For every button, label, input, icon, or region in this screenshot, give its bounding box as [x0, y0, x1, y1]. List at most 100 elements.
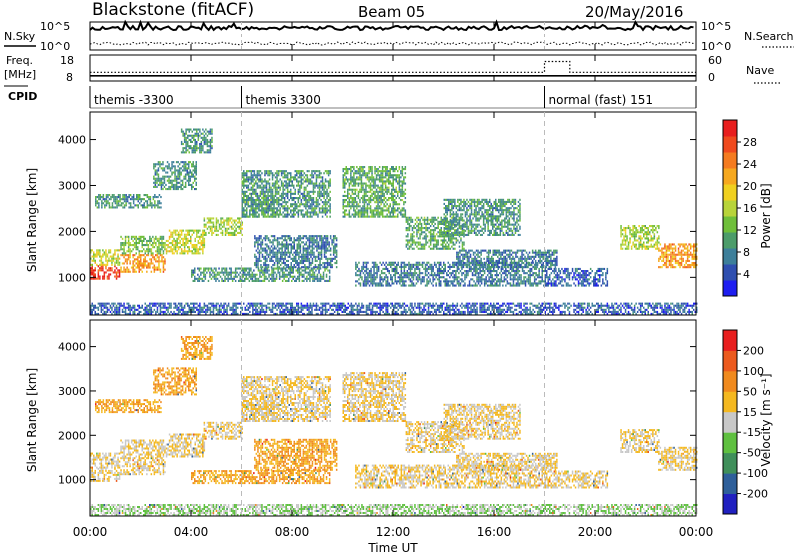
power-cell: [206, 145, 209, 148]
power-cell: [188, 171, 190, 174]
power-cell: [127, 239, 130, 242]
power-cell: [99, 251, 101, 254]
power-cell: [388, 188, 390, 191]
power-cell: [282, 192, 284, 195]
power-cell: [360, 186, 363, 189]
power-cell: [304, 253, 306, 256]
power-cell: [209, 138, 212, 141]
power-cell: [258, 239, 261, 242]
power-cell: [233, 271, 235, 274]
power-cell: [241, 221, 243, 224]
power-cell: [209, 275, 211, 278]
power-cell: [256, 172, 259, 175]
power-cell: [264, 170, 266, 173]
power-cell: [298, 264, 300, 267]
power-cell: [356, 194, 358, 197]
power-cell: [326, 170, 328, 173]
power-cell: [269, 273, 272, 276]
power-cell: [448, 205, 450, 208]
power-cell: [187, 140, 189, 143]
power-cell: [329, 197, 331, 200]
power-cell: [243, 176, 245, 179]
power-cell: [302, 235, 305, 238]
power-cell: [261, 241, 264, 244]
power-cell: [249, 205, 251, 208]
power-cell: [362, 166, 364, 169]
power-cell: [91, 273, 93, 276]
power-cell: [293, 266, 295, 269]
power-cell: [102, 275, 104, 278]
power-cell: [295, 251, 297, 254]
power-cell: [383, 180, 385, 183]
power-cell: [371, 209, 373, 212]
power-cell: [122, 198, 124, 201]
power-cell: [277, 271, 279, 274]
power-cell: [116, 196, 118, 199]
power-cell: [149, 196, 152, 199]
power-cell: [144, 237, 146, 240]
power-cell: [455, 233, 458, 236]
power-cell: [174, 242, 177, 245]
power-cell: [298, 262, 300, 265]
power-cell: [238, 221, 240, 224]
power-cell: [304, 269, 307, 272]
power-cell: [311, 172, 313, 175]
power-cell: [308, 257, 311, 260]
power-cell: [372, 180, 375, 183]
power-cell: [138, 270, 140, 273]
power-cell: [97, 251, 100, 254]
power-cell: [305, 251, 308, 254]
power-cell: [384, 176, 387, 179]
power-cell: [342, 184, 344, 187]
power-cell: [271, 273, 273, 276]
power-cell: [357, 190, 360, 193]
power-cell: [356, 172, 358, 175]
power-cell: [443, 229, 445, 232]
power-cell: [286, 209, 289, 212]
power-cell: [218, 271, 220, 274]
power-cell: [502, 198, 505, 201]
power-cell: [363, 190, 366, 193]
power-cell: [277, 186, 280, 189]
power-cell: [273, 209, 275, 212]
power-cell: [255, 199, 257, 202]
power-cell: [165, 188, 167, 191]
power-cell: [388, 176, 390, 179]
power-cell: [223, 221, 225, 224]
power-cell: [368, 170, 370, 173]
power-cell: [344, 213, 346, 216]
power-cell: [470, 231, 473, 234]
power-cell: [398, 211, 401, 214]
power-cell: [432, 245, 435, 248]
power-cell: [305, 266, 308, 269]
power-cell: [271, 279, 273, 282]
power-cell: [496, 202, 498, 205]
power-cell: [198, 279, 201, 282]
power-cell: [203, 136, 206, 139]
power-cell: [389, 182, 391, 185]
power-cell: [305, 201, 307, 204]
power-cell: [363, 211, 366, 214]
power-cell: [211, 145, 213, 148]
power-cell: [149, 242, 151, 245]
power-cell: [273, 211, 275, 214]
power-cell: [287, 243, 289, 246]
power-cell: [126, 262, 128, 265]
power-cell: [194, 229, 196, 232]
power-cell: [249, 197, 251, 200]
power-cell: [156, 171, 158, 174]
power-cell: [457, 205, 459, 208]
power-cell: [279, 209, 281, 212]
power-cell: [432, 237, 435, 240]
power-cell: [429, 233, 432, 236]
power-cell: [440, 218, 442, 221]
power-cell: [422, 218, 424, 221]
power-cell: [95, 204, 97, 207]
power-cell: [100, 267, 103, 270]
power-cell: [435, 233, 438, 236]
power-cell: [209, 273, 211, 276]
power-cell: [324, 267, 326, 270]
power-cell: [174, 185, 176, 188]
power-cell: [398, 168, 401, 171]
power-cell: [384, 201, 387, 204]
